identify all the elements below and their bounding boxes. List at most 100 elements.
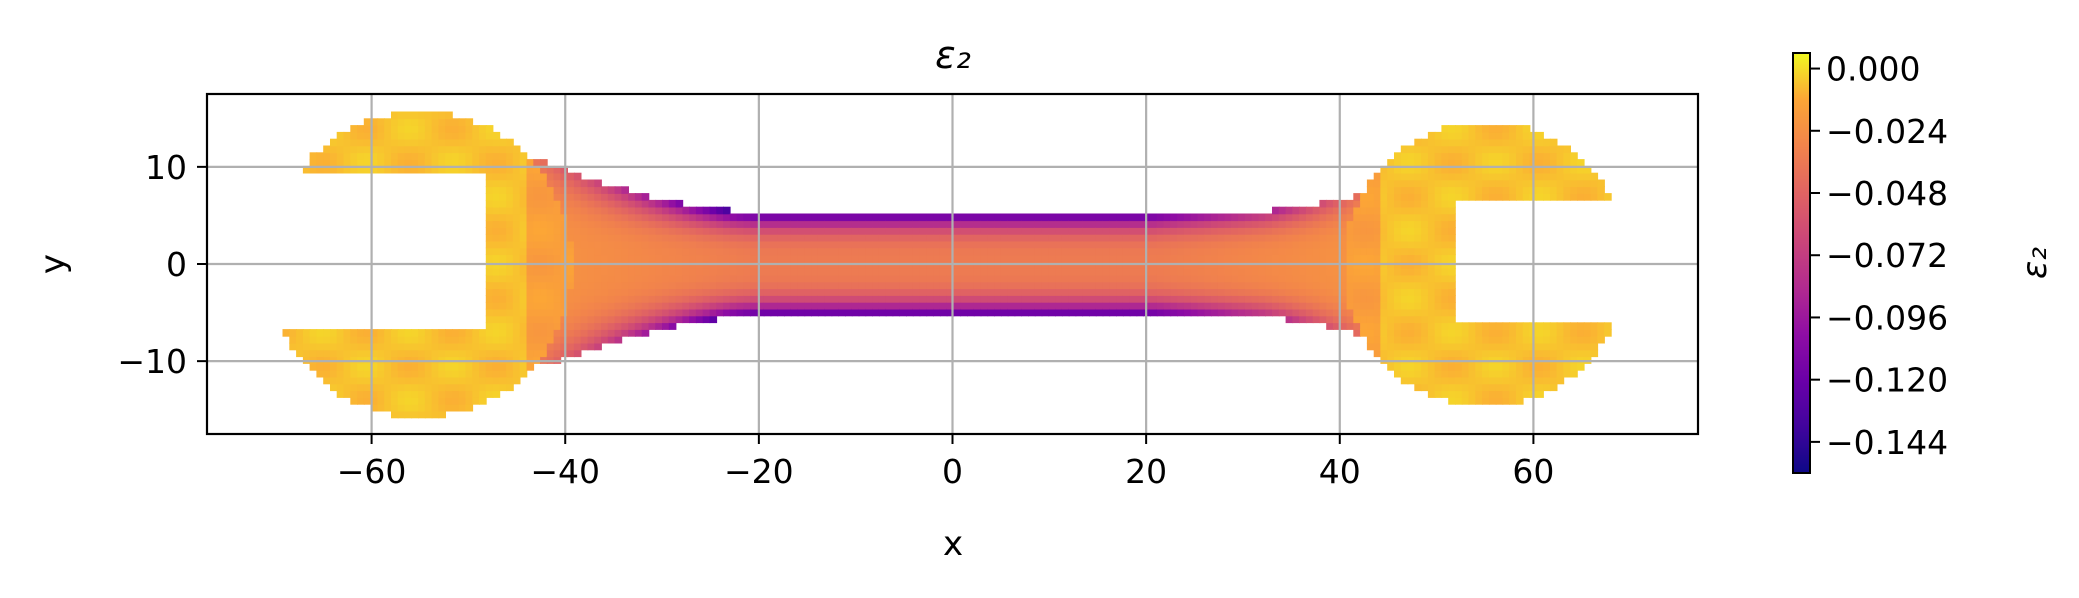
- contour-cell: [567, 213, 575, 222]
- contour-cell: [1075, 281, 1084, 290]
- contour-cell: [363, 390, 372, 398]
- contour-cell: [709, 267, 718, 276]
- contour-cell: [628, 308, 636, 317]
- contour-cell: [512, 186, 521, 194]
- contour-cell: [1048, 267, 1056, 276]
- contour-cell: [370, 125, 379, 133]
- contour-cell: [1353, 247, 1361, 256]
- contour-cell: [1326, 274, 1334, 283]
- contour-cell: [377, 138, 385, 147]
- contour-cell: [1488, 397, 1497, 405]
- contour-cell: [512, 342, 521, 351]
- contour-cell: [587, 295, 596, 303]
- contour-cell: [1434, 152, 1443, 160]
- contour-cell: [1211, 308, 1219, 317]
- contour-cell: [967, 308, 975, 317]
- contour-cell: [655, 233, 663, 242]
- contour-cell: [1400, 227, 1409, 235]
- contour-cell: [1502, 363, 1510, 371]
- contour-cell: [756, 295, 765, 303]
- contour-cell: [533, 254, 541, 262]
- contour-cell: [363, 159, 372, 167]
- contour-cell: [479, 397, 487, 405]
- contour-cell: [939, 247, 948, 256]
- contour-cell: [1292, 281, 1300, 290]
- contour-cell: [1387, 227, 1395, 235]
- contour-cell: [1407, 267, 1416, 276]
- contour-cell: [1536, 349, 1544, 358]
- contour-cell: [743, 295, 751, 303]
- contour-cell: [831, 288, 840, 296]
- contour-cell: [1292, 288, 1300, 296]
- contour-cell: [1285, 295, 1294, 303]
- contour-cell: [1102, 308, 1111, 317]
- contour-cell: [1000, 247, 1009, 256]
- contour-cell: [343, 131, 352, 140]
- contour-cell: [1421, 288, 1429, 296]
- contour-cell: [1455, 363, 1463, 371]
- contour-cell: [892, 213, 901, 222]
- contour-cell: [1190, 288, 1199, 296]
- contour-cell: [1238, 213, 1246, 222]
- contour-cell: [506, 335, 514, 344]
- contour-cell: [1150, 288, 1158, 296]
- contour-cell: [553, 308, 562, 317]
- contour-cell: [485, 125, 494, 133]
- contour-cell: [601, 329, 609, 337]
- contour-cell: [1468, 383, 1477, 392]
- contour-cell: [506, 267, 514, 276]
- contour-cell: [506, 165, 514, 174]
- contour-cell: [1394, 206, 1402, 215]
- contour-cell: [309, 363, 318, 371]
- contour-cell: [1109, 295, 1117, 303]
- contour-cell: [878, 233, 887, 242]
- contour-cell: [1116, 301, 1124, 310]
- x-axis-label: x: [943, 524, 963, 564]
- contour-cell: [662, 213, 670, 222]
- contour-cell: [607, 274, 616, 283]
- contour-cell: [309, 335, 318, 344]
- contour-cell: [452, 397, 460, 405]
- contour-cell: [391, 369, 399, 378]
- contour-cell: [1265, 213, 1273, 222]
- contour-cell: [302, 349, 311, 358]
- contour-cell: [872, 274, 880, 283]
- contour-cell: [546, 274, 555, 283]
- contour-cell: [1136, 301, 1145, 310]
- contour-cell: [811, 301, 819, 310]
- contour-cell: [1407, 288, 1416, 296]
- contour-cell: [1468, 152, 1477, 160]
- contour-cell: [1278, 274, 1287, 283]
- contour-cell: [614, 247, 623, 256]
- contour-cell: [1217, 267, 1226, 276]
- contour-cell: [865, 254, 873, 262]
- contour-cell: [1231, 227, 1239, 235]
- contour-cell: [316, 165, 324, 174]
- contour-cell: [1373, 227, 1382, 235]
- contour-cell: [1204, 254, 1212, 262]
- contour-cell: [960, 274, 968, 283]
- contour-cell: [492, 322, 501, 330]
- contour-cell: [404, 118, 413, 126]
- contour-cell: [1414, 138, 1422, 147]
- contour-cell: [621, 206, 629, 215]
- contour-cell: [587, 186, 596, 194]
- contour-cell: [1075, 288, 1084, 296]
- contour-cell: [452, 138, 460, 147]
- contour-cell: [906, 220, 914, 228]
- contour-cell: [973, 220, 982, 228]
- contour-cell: [662, 233, 670, 242]
- contour-cell: [479, 369, 487, 378]
- contour-cell: [756, 227, 765, 235]
- contour-cell: [594, 329, 602, 337]
- contour-cell: [750, 281, 758, 290]
- contour-cell: [1089, 308, 1097, 317]
- contour-cell: [878, 254, 887, 262]
- contour-cell: [933, 295, 941, 303]
- contour-cell: [960, 213, 968, 222]
- contour-cell: [1258, 254, 1266, 262]
- contour-cell: [1109, 288, 1117, 296]
- contour-cell: [865, 240, 873, 249]
- contour-cell: [567, 322, 575, 330]
- contour-cell: [1434, 335, 1443, 344]
